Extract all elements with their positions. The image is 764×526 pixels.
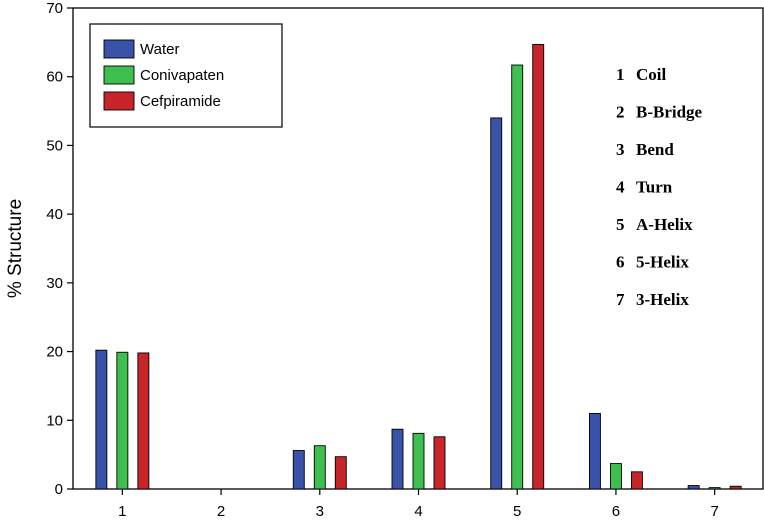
legend-label-conivapaten: Conivapaten: [140, 67, 224, 84]
legend: Water Conivapaten Cefpiramide: [89, 23, 283, 128]
legend-label-cefpiramide: Cefpiramide: [140, 93, 221, 110]
bar-water-1: [95, 349, 108, 490]
x-tick-label: 7: [710, 503, 718, 520]
bar-cefpiramide-7: [729, 485, 742, 490]
x-tick-label: 4: [414, 503, 422, 520]
bar-water-4: [391, 428, 404, 490]
key-label: B-Bridge: [636, 103, 703, 122]
key-label: 5-Helix: [636, 253, 689, 272]
key-number: 3: [616, 140, 625, 159]
y-tick-label: 50: [46, 137, 63, 154]
bar-conivapaten-6: [609, 463, 622, 490]
key-label: Coil: [636, 65, 667, 84]
x-tick-label: 3: [316, 503, 324, 520]
bar-cefpiramide-6: [630, 471, 643, 490]
key-label: Bend: [636, 140, 674, 159]
bars: [95, 43, 742, 490]
key-number: 5: [616, 215, 625, 234]
bar-water-7: [687, 485, 700, 490]
key-number: 1: [616, 65, 625, 84]
legend-swatch-cefpiramide: [103, 91, 135, 111]
x-tick-label: 5: [513, 503, 521, 520]
x-tick-label: 1: [118, 503, 126, 520]
key-number: 6: [616, 253, 625, 272]
key-number: 2: [616, 103, 625, 122]
key-label: A-Helix: [636, 215, 693, 234]
x-tick-label: 6: [612, 503, 620, 520]
bar-conivapaten-5: [511, 64, 524, 490]
bar-cefpiramide-5: [532, 43, 545, 490]
key-number: 4: [616, 178, 625, 197]
bar-water-5: [490, 117, 503, 490]
y-axis-title: % Structure: [5, 199, 26, 298]
legend-swatch-water: [103, 39, 135, 59]
legend-label-water: Water: [140, 41, 179, 58]
bar-cefpiramide-4: [433, 436, 446, 490]
key-label: Turn: [636, 178, 673, 197]
bar-conivapaten-4: [412, 432, 425, 490]
category-key: 1 Coil 2 B-Bridge 3 Bend 4 Turn 5 A-Helix 6 5-Helix…: [616, 65, 703, 309]
key-label: 3-Helix: [636, 290, 689, 309]
bar-conivapaten-3: [313, 445, 326, 490]
bar-conivapaten-1: [116, 351, 129, 490]
bar-water-3: [292, 450, 305, 490]
y-tick-label: 30: [46, 275, 63, 292]
y-tick-label: 70: [46, 0, 63, 17]
y-tick-label: 40: [46, 206, 63, 223]
bar-water-6: [588, 412, 601, 490]
bar-cefpiramide-1: [137, 352, 150, 490]
bar-conivapaten-7: [708, 487, 721, 490]
legend-swatch-conivapaten: [103, 65, 135, 85]
x-tick-label: 2: [217, 503, 225, 520]
y-tick-label: 60: [46, 69, 63, 86]
y-tick-label: 20: [46, 344, 63, 361]
key-number: 7: [616, 290, 625, 309]
y-tick-label: 10: [46, 412, 63, 429]
bar-cefpiramide-3: [334, 456, 347, 490]
y-tick-label: 0: [55, 481, 63, 498]
